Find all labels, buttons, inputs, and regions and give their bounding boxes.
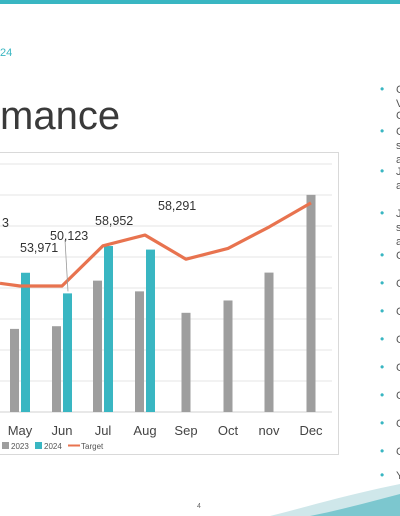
bullet-text: a (396, 154, 400, 166)
legend-label: 2024 (44, 442, 62, 451)
bullet-text: V (396, 98, 400, 110)
data-label-partial: 3 (2, 216, 9, 230)
x-tick-label: May (8, 423, 33, 438)
bullet-text: C (396, 418, 400, 430)
corner-decoration (270, 484, 400, 516)
bar-2024 (104, 246, 113, 412)
bullet-marker: • (380, 360, 385, 374)
data-label: 53,971 (20, 241, 58, 255)
legend-swatch (2, 442, 9, 449)
bullet-text: s (396, 222, 400, 234)
bullet-text: J (396, 166, 400, 178)
chart-frame (0, 152, 339, 455)
bullet-marker: • (380, 416, 385, 430)
bullet-text: C (396, 84, 400, 96)
bullet-text: C (396, 390, 400, 402)
bullet-text: J (396, 208, 400, 220)
accent-top-bar (0, 0, 400, 4)
bullet-marker: • (380, 444, 385, 458)
legend-label: Target (81, 442, 104, 451)
data-label: 50,123 (50, 229, 88, 243)
x-tick-label: Dec (299, 423, 323, 438)
x-tick-label: Oct (218, 423, 239, 438)
bullet-text: C (396, 278, 400, 290)
bullet-marker: • (380, 276, 385, 290)
bullet-marker: • (380, 388, 385, 402)
bullet-marker: • (380, 206, 385, 220)
x-tick-label: Jun (52, 423, 73, 438)
bullet-marker: • (380, 304, 385, 318)
bar-2023 (93, 280, 102, 412)
page-number: 4 (197, 503, 201, 510)
x-tick-label: Aug (133, 423, 156, 438)
bar-2023 (223, 300, 233, 412)
bullet-marker: • (380, 468, 385, 482)
bullet-text: C (396, 334, 400, 346)
bullet-marker: • (380, 124, 385, 138)
bar-2023 (306, 194, 316, 412)
bullet-text: C (396, 126, 400, 138)
bullet-text: C (396, 250, 400, 262)
x-tick-label: nov (259, 423, 280, 438)
bullet-marker: • (380, 164, 385, 178)
bullet-text: C (396, 446, 400, 458)
target-line (0, 201, 312, 288)
leader-line (64, 239, 69, 292)
side-bullet-list: •C•V•C•C•s•a•J•a•J•s•a•C•C•C•C•C•C•C•C•Y (380, 0, 400, 516)
bullet-text: C (396, 362, 400, 374)
bullet-text: a (396, 180, 400, 192)
bullet-marker: • (380, 332, 385, 346)
bullet-marker: • (380, 82, 385, 96)
slide-subtitle: 24 (0, 47, 13, 59)
bullet-text: C (396, 110, 400, 122)
x-tick-label: Jul (95, 423, 112, 438)
bar-2023 (181, 312, 191, 412)
bar-2024 (21, 272, 30, 412)
bullet-text: Y (396, 470, 400, 482)
bullet-text: C (396, 306, 400, 318)
bar-2024 (146, 249, 155, 412)
bar-2023 (135, 291, 144, 412)
data-label: 58,952 (95, 214, 133, 228)
legend-swatch (68, 444, 80, 447)
bullet-marker: • (380, 248, 385, 262)
data-label: 58,291 (158, 199, 196, 213)
bar-2023 (10, 328, 19, 412)
bar-2023 (264, 272, 274, 412)
legend-swatch (35, 442, 42, 449)
bar-2024 (63, 293, 72, 412)
bar-2023 (52, 326, 61, 412)
x-tick-label: Sep (174, 423, 197, 438)
slide-title: mance (0, 94, 121, 138)
bullet-text: s (396, 140, 400, 152)
bullet-text: a (396, 236, 400, 248)
legend-label: 2023 (11, 442, 29, 451)
